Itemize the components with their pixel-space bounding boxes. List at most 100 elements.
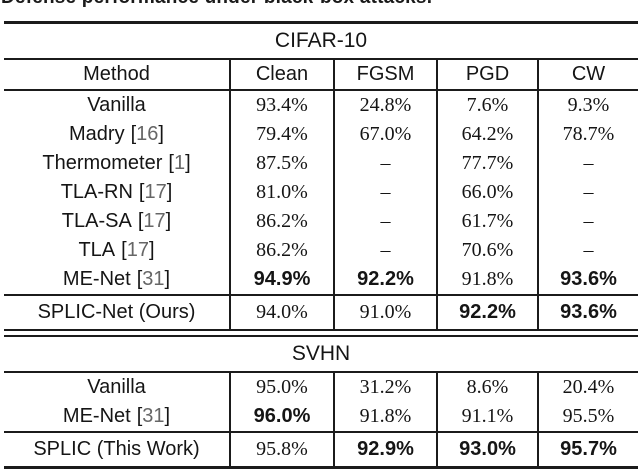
section-divider [4, 329, 639, 337]
citation-number: 1 [173, 152, 186, 174]
method-cell: TLA-RN [17] [4, 178, 230, 207]
column-header-row: Method Clean FGSM PGD CW [4, 59, 639, 91]
fgsm-value: – [333, 236, 437, 265]
method-name: SPLIC-Net (Ours) [37, 301, 196, 323]
method-name: TLA-SA [61, 210, 132, 232]
section-title-row: CIFAR-10 [4, 22, 639, 60]
cw-value: – [536, 207, 639, 236]
pgd-value: 91.8% [436, 265, 538, 295]
method-cell: Vanilla [4, 90, 230, 120]
fgsm-value: 31.2% [333, 372, 437, 402]
citation: [31] [136, 268, 171, 290]
table-caption: Defense performance under black-box atta… [1, 0, 432, 8]
results-table: CIFAR-10 Method Clean FGSM PGD CW Vanill… [4, 21, 639, 469]
cw-value: 93.6% [536, 294, 639, 330]
clean-value: 95.8% [229, 431, 334, 468]
fgsm-value: 92.9% [333, 431, 437, 468]
section-title-cifar10: CIFAR-10 [4, 22, 639, 60]
pgd-value: 8.6% [436, 372, 538, 402]
method-cell: Thermometer [1] [4, 149, 230, 178]
method-name: Thermometer [42, 152, 163, 174]
method-cell: TLA [17] [4, 236, 230, 265]
method-cell: Vanilla [4, 372, 230, 402]
method-name: TLA [78, 239, 116, 261]
method-name: Vanilla [87, 376, 146, 398]
method-cell: Madry [16] [4, 120, 230, 149]
section-title-row: SVHN [4, 336, 639, 373]
method-cell: ME-Net [31] [4, 402, 230, 432]
cw-value: – [536, 178, 639, 207]
section-title-svhn: SVHN [4, 336, 639, 373]
pgd-value: 7.6% [436, 90, 538, 120]
clean-value: 86.2% [229, 207, 334, 236]
clean-value: 95.0% [229, 372, 334, 402]
cw-value: 9.3% [536, 90, 639, 120]
clean-value: 81.0% [229, 178, 334, 207]
citation: [17] [121, 239, 155, 261]
clean-value: 79.4% [229, 120, 334, 149]
method-name: Vanilla [87, 94, 146, 116]
pgd-value: 64.2% [436, 120, 538, 149]
table-row-ours: SPLIC-Net (Ours) 94.0% 91.0% 92.2% 93.6% [4, 294, 639, 330]
cw-value: – [536, 149, 639, 178]
citation-number: 17 [143, 210, 166, 232]
clean-value: 94.0% [229, 294, 334, 330]
cw-value: 20.4% [536, 372, 639, 402]
col-header-pgd: PGD [436, 59, 538, 91]
table-row: Vanilla 93.4% 24.8% 7.6% 9.3% [4, 90, 639, 120]
citation: [1] [168, 152, 191, 174]
citation: [16] [130, 123, 164, 145]
cw-value: 95.5% [536, 402, 639, 432]
table-row: TLA-SA [17] 86.2% – 61.7% – [4, 207, 639, 236]
fgsm-value: – [333, 178, 437, 207]
clean-value: 86.2% [229, 236, 334, 265]
fgsm-value: 92.2% [333, 265, 437, 295]
method-name: Madry [69, 123, 125, 145]
table-row: TLA-RN [17] 81.0% – 66.0% – [4, 178, 639, 207]
method-name: ME-Net [62, 405, 131, 427]
method-name: SPLIC (This Work) [33, 438, 200, 460]
pgd-value: 93.0% [436, 431, 538, 468]
cw-value: – [536, 236, 639, 265]
method-name: ME-Net [62, 268, 131, 290]
method-cell: SPLIC-Net (Ours) [4, 294, 230, 330]
table-row: Vanilla 95.0% 31.2% 8.6% 20.4% [4, 372, 639, 402]
col-header-method: Method [4, 59, 230, 91]
clean-value: 96.0% [229, 402, 334, 432]
clean-value: 87.5% [229, 149, 334, 178]
citation-number: 17 [126, 239, 149, 261]
fgsm-value: 91.8% [333, 402, 437, 432]
method-name: TLA-RN [60, 181, 133, 203]
clean-value: 93.4% [229, 90, 334, 120]
citation-number: 16 [136, 123, 159, 145]
table-row: ME-Net [31] 94.9% 92.2% 91.8% 93.6% [4, 265, 639, 295]
col-header-fgsm: FGSM [333, 59, 437, 91]
cw-value: 78.7% [536, 120, 639, 149]
cw-value: 93.6% [536, 265, 639, 295]
citation: [17] [137, 210, 172, 232]
fgsm-value: – [333, 149, 437, 178]
fgsm-value: 24.8% [333, 90, 437, 120]
citation-number: 17 [144, 181, 167, 203]
col-header-cw: CW [536, 59, 639, 91]
cw-value: 95.7% [536, 431, 639, 468]
fgsm-value: 67.0% [333, 120, 437, 149]
table-row: Madry [16] 79.4% 67.0% 64.2% 78.7% [4, 120, 639, 149]
table-row: TLA [17] 86.2% – 70.6% – [4, 236, 639, 265]
citation-number: 31 [142, 268, 165, 290]
citation-number: 31 [142, 405, 165, 427]
table-row: Thermometer [1] 87.5% – 77.7% – [4, 149, 639, 178]
table-row-this-work: SPLIC (This Work) 95.8% 92.9% 93.0% 95.7… [4, 431, 639, 468]
col-header-clean: Clean [229, 59, 334, 91]
method-cell: SPLIC (This Work) [4, 431, 230, 468]
citation: [17] [138, 181, 173, 203]
pgd-value: 66.0% [436, 178, 538, 207]
fgsm-value: – [333, 207, 437, 236]
fgsm-value: 91.0% [333, 294, 437, 330]
citation: [31] [136, 405, 171, 427]
pgd-value: 70.6% [436, 236, 538, 265]
method-cell: ME-Net [31] [4, 265, 230, 295]
clean-value: 94.9% [229, 265, 334, 295]
pgd-value: 92.2% [436, 294, 538, 330]
method-cell: TLA-SA [17] [4, 207, 230, 236]
